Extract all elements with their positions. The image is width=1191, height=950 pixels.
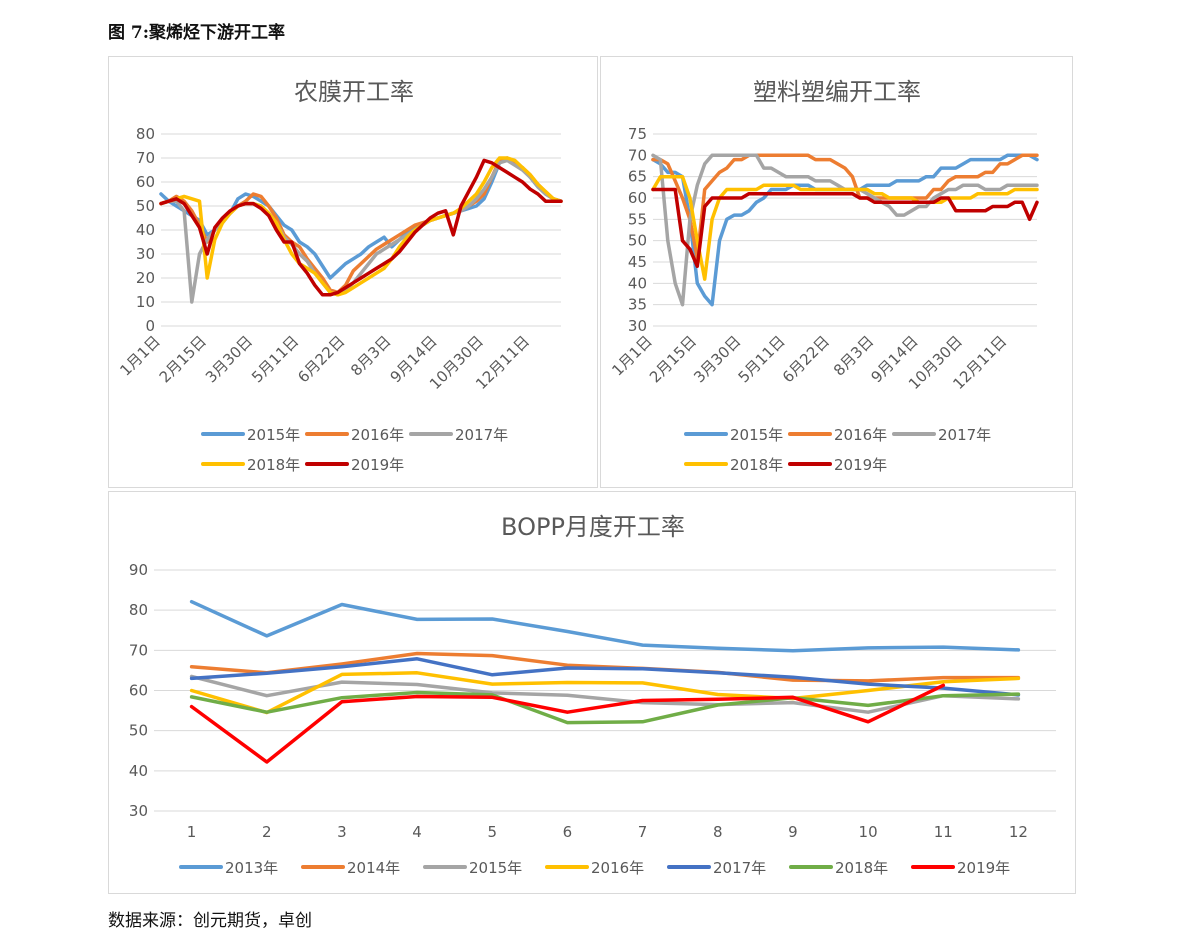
x-tick-label: 5 (487, 823, 497, 841)
x-tick-label: 3 (337, 823, 347, 841)
y-tick-label: 60 (136, 173, 155, 191)
legend-label: 2016年 (591, 859, 644, 877)
series-line (651, 174, 1039, 281)
y-tick-label: 70 (628, 146, 647, 164)
chart-title: 塑料塑编开工率 (753, 78, 921, 106)
legend-label: 2015年 (247, 426, 300, 444)
series-line (189, 599, 1021, 653)
series-line (159, 158, 563, 297)
legend-label: 2019年 (351, 456, 404, 474)
woven-chart: 塑料塑编开工率303540455055606570751月1日2月15日3月30… (608, 78, 1039, 474)
x-tick-label: 2 (262, 823, 272, 841)
legend-label: 2019年 (834, 456, 887, 474)
x-tick-label: 7 (638, 823, 648, 841)
y-tick-label: 10 (136, 293, 155, 311)
legend-label: 2017年 (938, 426, 991, 444)
legend-label: 2015年 (469, 859, 522, 877)
legend-label: 2018年 (247, 456, 300, 474)
x-tick-label: 3月30日 (202, 332, 256, 386)
x-tick-label: 2月15日 (646, 332, 700, 386)
y-tick-label: 70 (136, 149, 155, 167)
x-tick-label: 2月15日 (156, 332, 210, 386)
y-tick-label: 30 (129, 802, 148, 820)
chart-title: 农膜开工率 (294, 78, 414, 106)
y-tick-label: 55 (628, 210, 647, 228)
figure-title: 图 7:聚烯烃下游开工率 (108, 23, 286, 43)
y-tick-label: 30 (628, 317, 647, 335)
series-line (189, 657, 1021, 697)
x-tick-label: 6月22日 (294, 332, 348, 386)
y-tick-label: 40 (628, 274, 647, 292)
series-line (189, 671, 1021, 715)
series-line (189, 674, 1021, 714)
x-tick-label: 10 (859, 823, 878, 841)
legend-label: 2018年 (730, 456, 783, 474)
y-tick-label: 75 (628, 125, 647, 143)
x-tick-label: 5月11日 (735, 332, 789, 386)
y-tick-label: 65 (628, 168, 647, 186)
y-tick-label: 90 (129, 561, 148, 579)
legend-label: 2013年 (225, 859, 278, 877)
x-tick-label: 6月22日 (779, 332, 833, 386)
x-tick-label: 12 (1009, 823, 1028, 841)
y-tick-label: 50 (129, 722, 148, 740)
x-tick-label: 9 (788, 823, 798, 841)
y-tick-label: 30 (136, 245, 155, 263)
y-tick-label: 45 (628, 253, 647, 271)
series-line (189, 683, 946, 764)
series-line (651, 153, 1039, 260)
y-tick-label: 80 (129, 601, 148, 619)
y-tick-label: 70 (129, 641, 148, 659)
legend-label: 2017年 (713, 859, 766, 877)
x-tick-label: 8 (713, 823, 723, 841)
x-tick-label: 1 (187, 823, 197, 841)
x-tick-label: 5月11日 (248, 332, 302, 386)
y-tick-label: 40 (136, 221, 155, 239)
legend-label: 2017年 (455, 426, 508, 444)
legend-label: 2019年 (957, 859, 1010, 877)
x-tick-label: 3月30日 (690, 332, 744, 386)
y-tick-label: 35 (628, 296, 647, 314)
source-note: 数据来源：创元期货，卓创 (108, 911, 312, 931)
series-line (651, 187, 1039, 269)
legend-label: 2016年 (351, 426, 404, 444)
y-tick-label: 0 (145, 317, 155, 335)
y-tick-label: 40 (129, 762, 148, 780)
legend-label: 2014年 (347, 859, 400, 877)
y-tick-label: 80 (136, 125, 155, 143)
woven-chart-panel: 塑料塑编开工率 30 35 40 45 50 55 60 65 70 75 1月1日 2月15日 3月30… (600, 56, 1073, 488)
x-tick-label: 4 (412, 823, 422, 841)
legend-label: 2015年 (730, 426, 783, 444)
x-tick-label: 6 (563, 823, 573, 841)
y-tick-label: 50 (628, 232, 647, 250)
series-line (189, 690, 1021, 725)
film-chart-panel: 农膜开工率 0 10 20 30 40 50 60 70 80 1月1日 2月15日 3月30日 5月11… (108, 56, 598, 488)
chart-title: BOPP月度开工率 (501, 513, 685, 541)
y-tick-label: 50 (136, 197, 155, 215)
x-tick-label: 11 (934, 823, 953, 841)
y-tick-label: 20 (136, 269, 155, 287)
y-tick-label: 60 (129, 682, 148, 700)
film-chart: 农膜开工率010203040506070801月1日2月15日3月30日5月11… (116, 78, 563, 474)
legend-label: 2018年 (835, 859, 888, 877)
legend-label: 2016年 (834, 426, 887, 444)
bopp-chart-panel: BOPP月度开工率 30 40 50 60 70 80 90 1 2 3 4 5 6 7 8 9 10 11 12 20… (108, 491, 1076, 894)
y-tick-label: 60 (628, 189, 647, 207)
